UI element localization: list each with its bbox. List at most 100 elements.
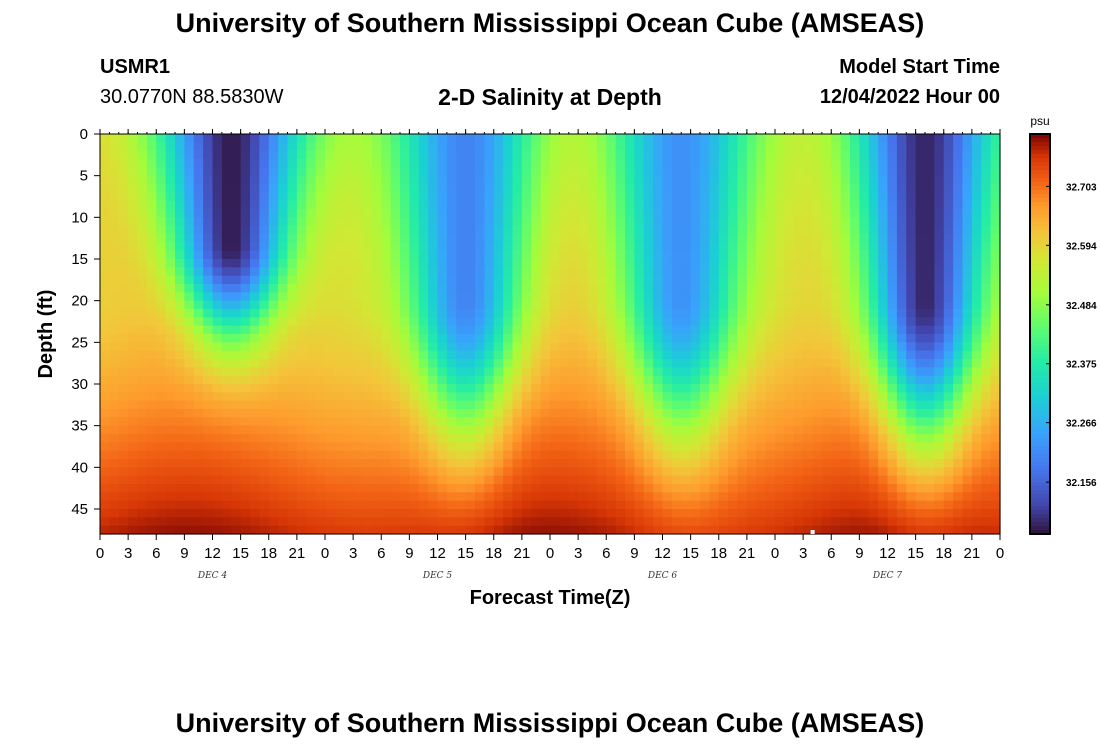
heatmap-cell (390, 267, 401, 277)
heatmap-cell (887, 492, 898, 502)
heatmap-cell (784, 517, 795, 527)
heatmap-cell (259, 284, 270, 293)
heatmap-cell (343, 234, 354, 243)
heatmap-cell (315, 417, 326, 427)
heatmap-cell (803, 167, 814, 177)
heatmap-cell (793, 375, 804, 385)
heatmap-cell (878, 342, 889, 352)
heatmap-cell (203, 517, 214, 527)
heatmap-cell (840, 350, 851, 360)
heatmap-cell (953, 492, 964, 502)
heatmap-cell (962, 434, 973, 443)
heatmap-cell (559, 184, 570, 193)
heatmap-cell (109, 134, 120, 143)
heatmap-cell (981, 359, 992, 368)
heatmap-cell (418, 392, 429, 402)
heatmap-cell (175, 442, 185, 452)
heatmap-cell (634, 267, 645, 277)
heatmap-cell (268, 142, 279, 152)
heatmap-cell (915, 217, 926, 227)
heatmap-cell (146, 217, 157, 227)
heatmap-cell (418, 292, 429, 302)
heatmap-cell (981, 192, 992, 202)
heatmap-cell (240, 359, 251, 368)
heatmap-cell (521, 384, 532, 393)
heatmap-cell (671, 442, 682, 452)
heatmap-cell (775, 225, 785, 235)
heatmap-cell (615, 217, 626, 227)
heatmap-cell (156, 367, 167, 377)
heatmap-cell (259, 359, 270, 368)
heatmap-cell (859, 159, 870, 168)
heatmap-cell (634, 167, 645, 177)
heatmap-cell (521, 334, 532, 343)
colorbar-segment (1030, 174, 1050, 179)
heatmap-cell (756, 267, 767, 277)
heatmap-cell (962, 209, 973, 218)
heatmap-cell (465, 317, 476, 327)
heatmap-cell (700, 500, 710, 510)
heatmap-cell (653, 275, 664, 285)
heatmap-cell (475, 392, 485, 402)
heatmap-cell (521, 325, 532, 335)
heatmap-cell (146, 234, 157, 243)
heatmap-cell (296, 175, 307, 185)
heatmap-cell (165, 417, 176, 427)
heatmap-cell (690, 475, 701, 485)
heatmap-cell (718, 417, 729, 427)
heatmap-cell (906, 300, 917, 310)
heatmap-cell (840, 217, 851, 227)
heatmap-cell (784, 309, 795, 318)
heatmap-cell (446, 292, 457, 302)
heatmap-cell (118, 409, 129, 418)
heatmap-cell (896, 200, 907, 210)
heatmap-cell (109, 425, 120, 435)
heatmap-cell (250, 400, 260, 410)
heatmap-cell (118, 142, 129, 152)
heatmap-cell (109, 309, 120, 318)
heatmap-cell (446, 425, 457, 435)
heatmap-cell (456, 225, 467, 235)
heatmap-cell (118, 167, 129, 177)
heatmap-cell (325, 525, 335, 535)
heatmap-cell (662, 142, 673, 152)
heatmap-cell (381, 325, 392, 335)
heatmap-cell (803, 325, 814, 335)
colorbar-segment (1030, 410, 1050, 415)
heatmap-cell (100, 350, 110, 360)
heatmap-cell (709, 250, 720, 260)
heatmap-cell (728, 492, 739, 502)
heatmap-cell (718, 192, 729, 202)
heatmap-cell (109, 175, 120, 185)
heatmap-cell (906, 409, 917, 418)
heatmap-cell (278, 242, 289, 252)
heatmap-cell (962, 317, 973, 327)
heatmap-cell (765, 450, 776, 460)
heatmap-cell (137, 134, 148, 143)
heatmap-cell (306, 217, 317, 227)
heatmap-cell (887, 509, 898, 518)
heatmap-cell (990, 192, 1001, 202)
heatmap-cell (981, 492, 992, 502)
heatmap-cell (493, 167, 504, 177)
heatmap-cell (587, 392, 598, 402)
heatmap-cell (325, 484, 335, 493)
heatmap-cell (306, 134, 317, 143)
heatmap-cell (746, 250, 757, 260)
colorbar-segment (1030, 134, 1050, 139)
heatmap-cell (896, 184, 907, 193)
heatmap-cell (765, 509, 776, 518)
heatmap-cell (278, 159, 289, 168)
heatmap-cell (971, 217, 982, 227)
heatmap-cell (643, 234, 654, 243)
heatmap-cell (765, 434, 776, 443)
heatmap-cell (953, 317, 964, 327)
heatmap-cell (381, 292, 392, 302)
heatmap-cell (671, 350, 682, 360)
heatmap-cell (521, 525, 532, 535)
heatmap-cell (381, 317, 392, 327)
heatmap-cell (887, 525, 898, 535)
heatmap-cell (156, 309, 167, 318)
heatmap-cell (221, 225, 232, 235)
heatmap-cell (250, 359, 260, 368)
